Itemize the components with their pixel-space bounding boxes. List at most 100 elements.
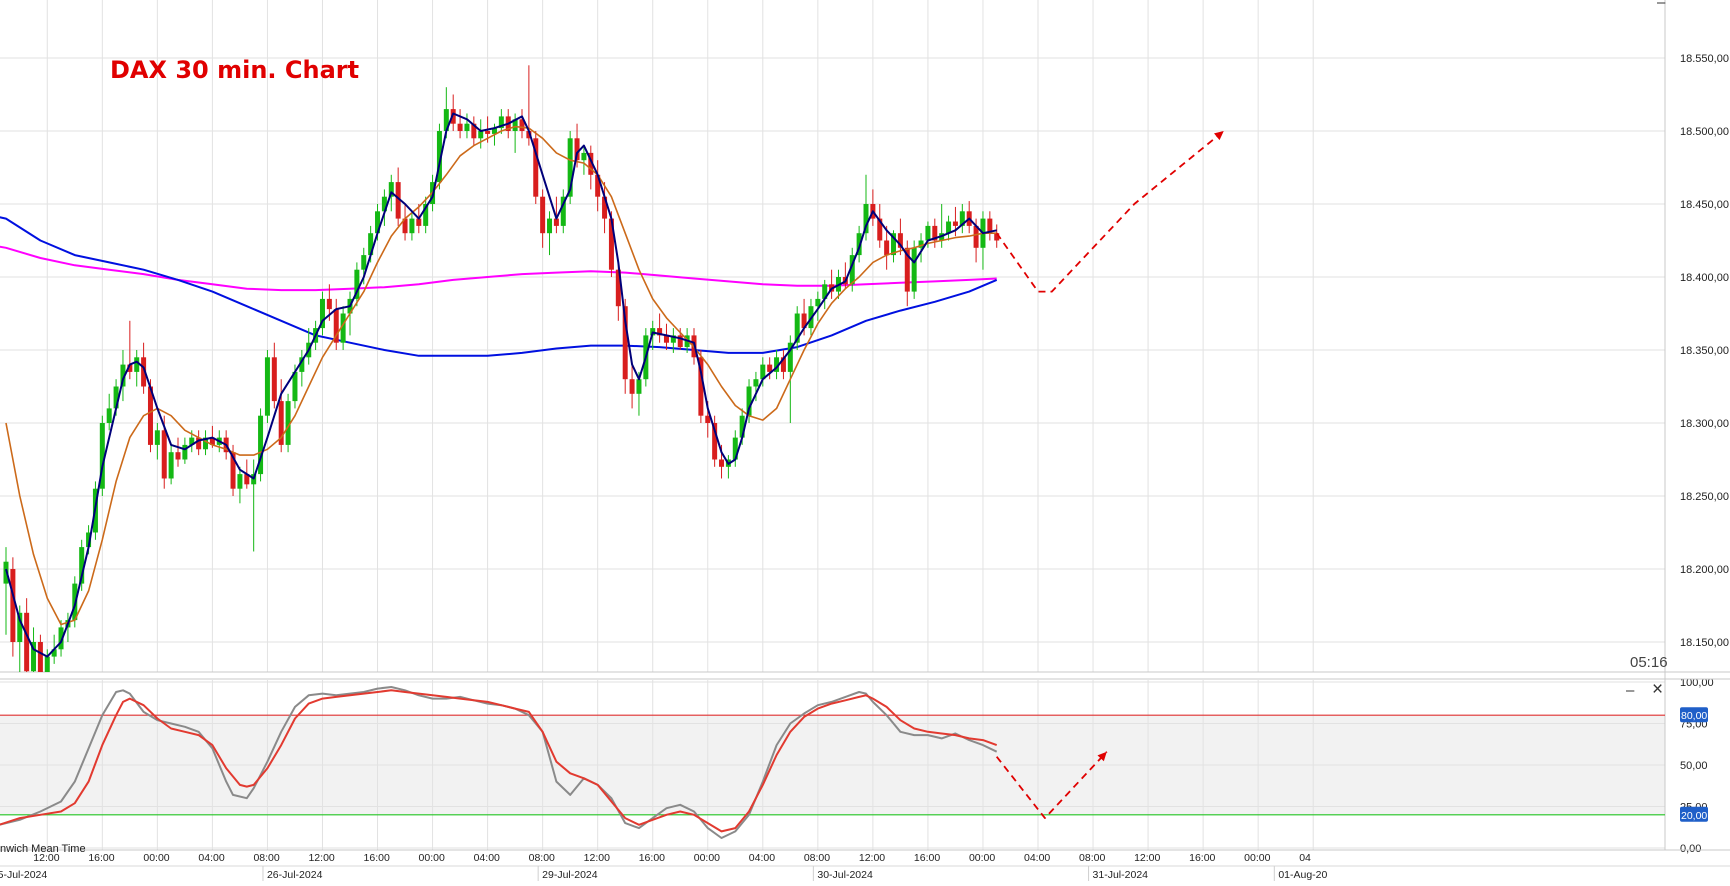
candle-body: [436, 131, 442, 183]
candle-body: [719, 459, 725, 467]
oscillator-plot-area: [0, 686, 998, 839]
candle-body: [698, 357, 704, 416]
time-axis-hour-label: 08:00: [529, 852, 555, 864]
candle-body: [787, 342, 793, 372]
time-axis-hour-label: 16:00: [88, 852, 114, 864]
candle-body: [739, 415, 745, 438]
candle-body: [540, 196, 546, 234]
candle-body: [657, 328, 663, 336]
candle-body: [258, 415, 264, 475]
candle-body: [670, 335, 676, 343]
time-axis-date-label: 25-Jul-2024: [0, 869, 47, 881]
time-axis-hour-label: 12:00: [584, 852, 610, 864]
candle-body: [175, 452, 181, 460]
time-axis-hour-label: 12:00: [859, 852, 885, 864]
candle-body: [897, 233, 903, 248]
candle-body: [987, 218, 993, 234]
candle-body: [196, 437, 202, 450]
chart-title: DAX 30 min. Chart: [110, 56, 360, 84]
candle-body: [17, 612, 23, 642]
candle-body: [409, 218, 415, 234]
candle-body: [911, 247, 917, 292]
candle-body: [767, 364, 773, 372]
time-axis-hour-label: 04:00: [474, 852, 500, 864]
candle-body: [485, 131, 491, 134]
candle-body: [189, 437, 195, 445]
candle-body: [588, 152, 594, 175]
time-axis-hour-label: 12:00: [308, 852, 334, 864]
oscillator-d-line: [0, 689, 998, 833]
time-axis-hour-label: 16:00: [364, 852, 390, 864]
oscillator-projection-arrow: [995, 751, 1108, 819]
candle-body: [326, 298, 332, 310]
ma-navy-line: [5, 112, 997, 658]
candle-body: [86, 532, 92, 548]
candle-body: [120, 364, 126, 387]
candle-body: [973, 225, 979, 248]
candle-body: [608, 218, 614, 270]
candle-body: [381, 196, 387, 212]
candle-body: [856, 233, 862, 256]
candle-body: [595, 174, 601, 197]
candle-body: [209, 437, 215, 445]
candle-body: [471, 123, 477, 139]
time-axis-hour-label: 04: [1299, 852, 1311, 864]
time-axis-hour-label: 16:00: [1189, 852, 1215, 864]
candle-body: [416, 218, 422, 226]
candle-body: [904, 247, 910, 292]
candle-body: [450, 109, 456, 124]
candle-body: [285, 401, 291, 445]
candle-body: [533, 138, 539, 197]
candle-body: [636, 379, 642, 394]
candle-body: [491, 128, 497, 134]
panel-close-button[interactable]: ×: [1652, 679, 1664, 700]
candle-body: [877, 218, 883, 241]
candle-body: [457, 123, 463, 131]
candle-body: [918, 240, 924, 248]
candle-body: [113, 386, 119, 409]
price-projection-arrow: [995, 130, 1225, 293]
price-projection-arrow-head: [1214, 131, 1224, 141]
candle-body: [498, 116, 504, 129]
candle-body: [443, 109, 449, 131]
time-axis-date-label: 30-Jul-2024: [817, 869, 873, 881]
candle-body: [815, 298, 821, 307]
price-axis-tick-label: 18.400,00: [1680, 272, 1729, 284]
candle-body: [794, 313, 800, 343]
clock-readout: 05:16: [1630, 654, 1668, 671]
price-plot-area: [0, 65, 1000, 672]
candle-body: [99, 423, 105, 489]
candle-body: [547, 218, 553, 234]
candle-body: [141, 357, 147, 387]
oscillator-axis-tick-label: 0,00: [1680, 843, 1701, 855]
candle-body: [31, 642, 37, 672]
window-minimize-button[interactable]: –: [1657, 0, 1666, 11]
time-axis-hour-label: 00:00: [969, 852, 995, 864]
candle-body: [299, 357, 305, 372]
time-axis-hour-label: 12:00: [1134, 852, 1160, 864]
candle-body: [959, 211, 965, 226]
candle-body: [705, 415, 711, 423]
candle-body: [994, 233, 1000, 241]
ma-blue-line: [0, 216, 998, 357]
candle-body: [677, 335, 683, 348]
candle-body: [932, 225, 938, 241]
candle-body: [732, 437, 738, 460]
time-axis-hour-label: 04:00: [749, 852, 775, 864]
oscillator-projection-arrow-head: [1097, 751, 1107, 762]
time-axis-hour-label: 08:00: [253, 852, 279, 864]
time-axis-hour-label: 08:00: [804, 852, 830, 864]
price-axis-tick-label: 18.150,00: [1680, 637, 1729, 649]
time-axis-hour-label: 00:00: [419, 852, 445, 864]
oscillator-axis-tick-label: 50,00: [1680, 760, 1708, 772]
oscillator-level-badge: [1680, 806, 1708, 822]
candle-body: [203, 437, 209, 450]
candle-body: [361, 255, 367, 270]
candle-body: [884, 240, 890, 256]
ma-orange-line: [5, 125, 997, 626]
panel-minimize-button[interactable]: –: [1626, 682, 1635, 699]
candle-body: [402, 218, 408, 234]
time-axis-date-label: 31-Jul-2024: [1093, 869, 1149, 881]
candle-body: [37, 642, 43, 672]
